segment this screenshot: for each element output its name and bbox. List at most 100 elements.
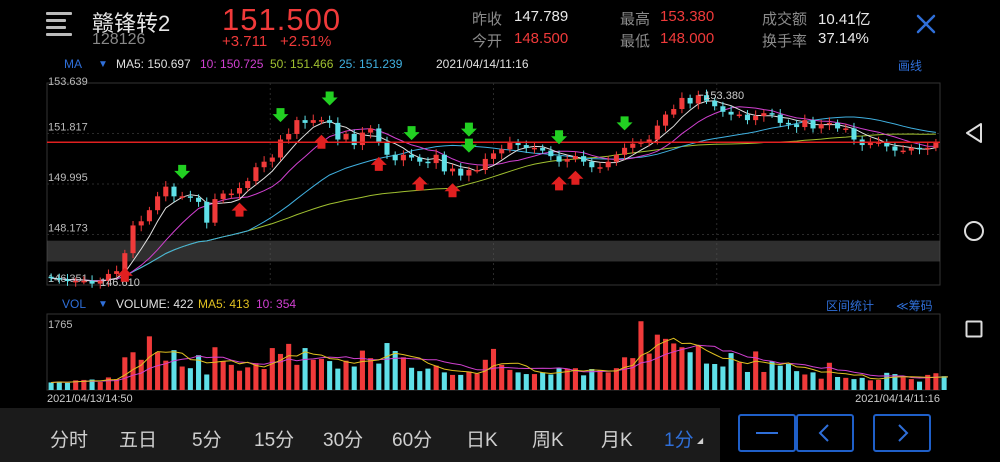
volume-bar <box>245 367 251 390</box>
back-triangle-icon[interactable] <box>964 122 984 144</box>
candle-body <box>564 158 570 162</box>
volume-bar <box>384 343 390 390</box>
volume-bar <box>769 361 775 390</box>
candle-body <box>417 157 423 162</box>
tab-five-day[interactable]: 五日 <box>119 430 158 451</box>
volume-bar <box>228 364 234 390</box>
candle-body <box>56 278 62 280</box>
volume-bar <box>433 365 439 390</box>
candle-body <box>507 142 513 150</box>
candle-body <box>630 143 636 148</box>
zoom-out-button[interactable] <box>738 414 796 452</box>
candle-body <box>581 156 587 162</box>
candle-body <box>343 133 349 140</box>
volume-bar <box>679 347 685 390</box>
chips-band <box>47 240 940 262</box>
candle-body <box>605 161 611 168</box>
tab-intraday[interactable]: 分时 <box>50 430 89 451</box>
volume-bar <box>507 369 513 390</box>
candle-body <box>409 154 415 158</box>
recents-square-icon[interactable] <box>965 320 983 338</box>
tab-more-caret-icon[interactable]: ◢ <box>697 436 704 445</box>
volume-bar <box>474 373 480 390</box>
candle-body <box>327 120 333 123</box>
chevron-left-icon <box>818 424 829 442</box>
close-icon[interactable] <box>912 10 940 38</box>
volume-bar <box>122 357 128 390</box>
candle-body <box>277 139 284 158</box>
volume-bar <box>417 371 423 390</box>
candle-body <box>335 122 341 140</box>
kline-chart[interactable]: 153.639151.817149.995148.173146.351153.3… <box>0 72 948 292</box>
volume-bar <box>277 353 284 390</box>
volume-bar <box>720 366 726 390</box>
ma25-value: 25: 151.239 <box>339 57 403 71</box>
tab-60min[interactable]: 60分 <box>392 430 433 451</box>
volume-chart[interactable]: 1765 2021/04/13/14:50 2021/04/14/11:16 <box>0 292 948 408</box>
ma-dropdown-icon[interactable]: ▼ <box>98 59 108 70</box>
ma10-line <box>51 106 936 282</box>
candle-body <box>900 150 906 153</box>
tab-30min[interactable]: 30分 <box>323 430 364 451</box>
volume-bar <box>703 363 710 390</box>
scroll-left-button[interactable] <box>796 414 854 452</box>
vol-indicator-label[interactable]: VOL <box>62 297 87 311</box>
volume-bar <box>540 372 546 390</box>
vol-dropdown-icon[interactable]: ▼ <box>98 299 108 310</box>
candle-body <box>187 196 193 198</box>
candle-body <box>220 193 226 200</box>
candle-body <box>802 120 808 128</box>
volume-bar <box>695 345 701 390</box>
candle-body <box>712 100 718 107</box>
buy-signal-down-arrow-icon <box>321 91 338 106</box>
candle-body <box>310 120 316 123</box>
volume-bar <box>114 379 120 390</box>
volume-bar <box>449 374 456 390</box>
volume-bar <box>179 366 185 390</box>
candle-body <box>400 154 406 161</box>
ma5-value: MA5: 150.697 <box>116 57 191 71</box>
volume-bar <box>89 379 95 390</box>
volume-bar <box>941 376 947 390</box>
volume-bar <box>302 348 308 390</box>
volume-bar <box>196 355 202 390</box>
home-circle-icon[interactable] <box>963 220 985 242</box>
menu-icon[interactable] <box>46 10 76 38</box>
candle-body <box>482 158 488 171</box>
candle-body <box>679 97 685 110</box>
volume-bar <box>409 367 415 390</box>
candle-body <box>458 168 464 176</box>
candle-body <box>843 128 849 130</box>
candle-body <box>671 109 677 115</box>
candle-body <box>155 196 161 211</box>
candle-body <box>171 186 177 197</box>
tab-15min[interactable]: 15分 <box>254 430 295 451</box>
volume-bar <box>515 372 521 390</box>
range-stats-link[interactable]: 区间统计 <box>826 299 875 313</box>
tab-1min[interactable]: 1分 <box>664 430 694 451</box>
volume-bar <box>785 364 791 390</box>
candle-body <box>105 273 111 281</box>
tab-day-k[interactable]: 日K <box>466 430 498 451</box>
chips-link[interactable]: ≪筹码 <box>896 299 933 313</box>
sell-signal-up-arrow-icon <box>567 170 584 185</box>
candle-body <box>933 142 939 148</box>
candle-body <box>81 280 87 283</box>
scroll-right-button[interactable] <box>873 414 931 452</box>
volume-bar <box>933 373 939 390</box>
volume-bar <box>843 377 849 390</box>
candle-body <box>433 154 439 164</box>
draw-line-link[interactable]: 画线 <box>898 59 923 73</box>
ma-indicator-label[interactable]: MA <box>64 57 82 71</box>
tab-month-k[interactable]: 月K <box>601 430 633 451</box>
volume-bar <box>490 348 497 390</box>
volume-bar <box>826 362 832 390</box>
volume-bar <box>286 343 292 390</box>
quote-label-low: 最低 <box>620 33 651 50</box>
volume-bar <box>523 374 529 390</box>
tab-week-k[interactable]: 周K <box>532 430 564 451</box>
stock-code: 128126 <box>92 31 146 48</box>
candle-body <box>286 133 292 140</box>
tab-5min[interactable]: 5分 <box>192 430 222 451</box>
